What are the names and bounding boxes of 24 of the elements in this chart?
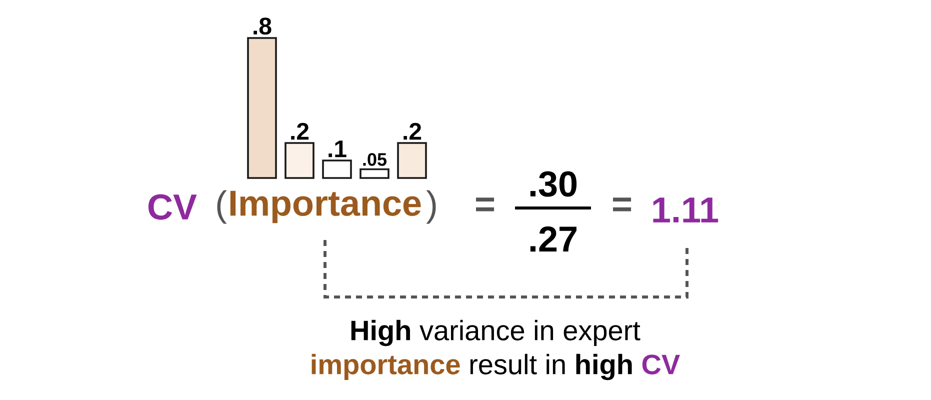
text: = [476,198,494,212]
text: 1.11 [653,198,718,222]
text: = [613,198,632,212]
bar [397,142,427,179]
text: ) [426,190,436,224]
text: CV [642,354,680,374]
bar [247,37,277,179]
data-label: .1 [328,140,346,158]
bar [284,142,314,179]
text: importance [312,354,460,380]
bar [322,160,352,179]
text: ( [217,190,227,224]
bar [360,168,390,179]
text: high [576,354,632,380]
text: result in [470,354,565,374]
text: .30 [530,171,577,197]
text: High variance in expert [351,320,640,346]
text: Importance [230,190,421,224]
data-label: .05 [363,153,386,166]
text: CV [148,194,197,220]
data-label: .8 [254,18,272,35]
data-label: .2 [291,122,309,140]
text: .27 [530,226,576,252]
data-label: .2 [404,122,422,140]
